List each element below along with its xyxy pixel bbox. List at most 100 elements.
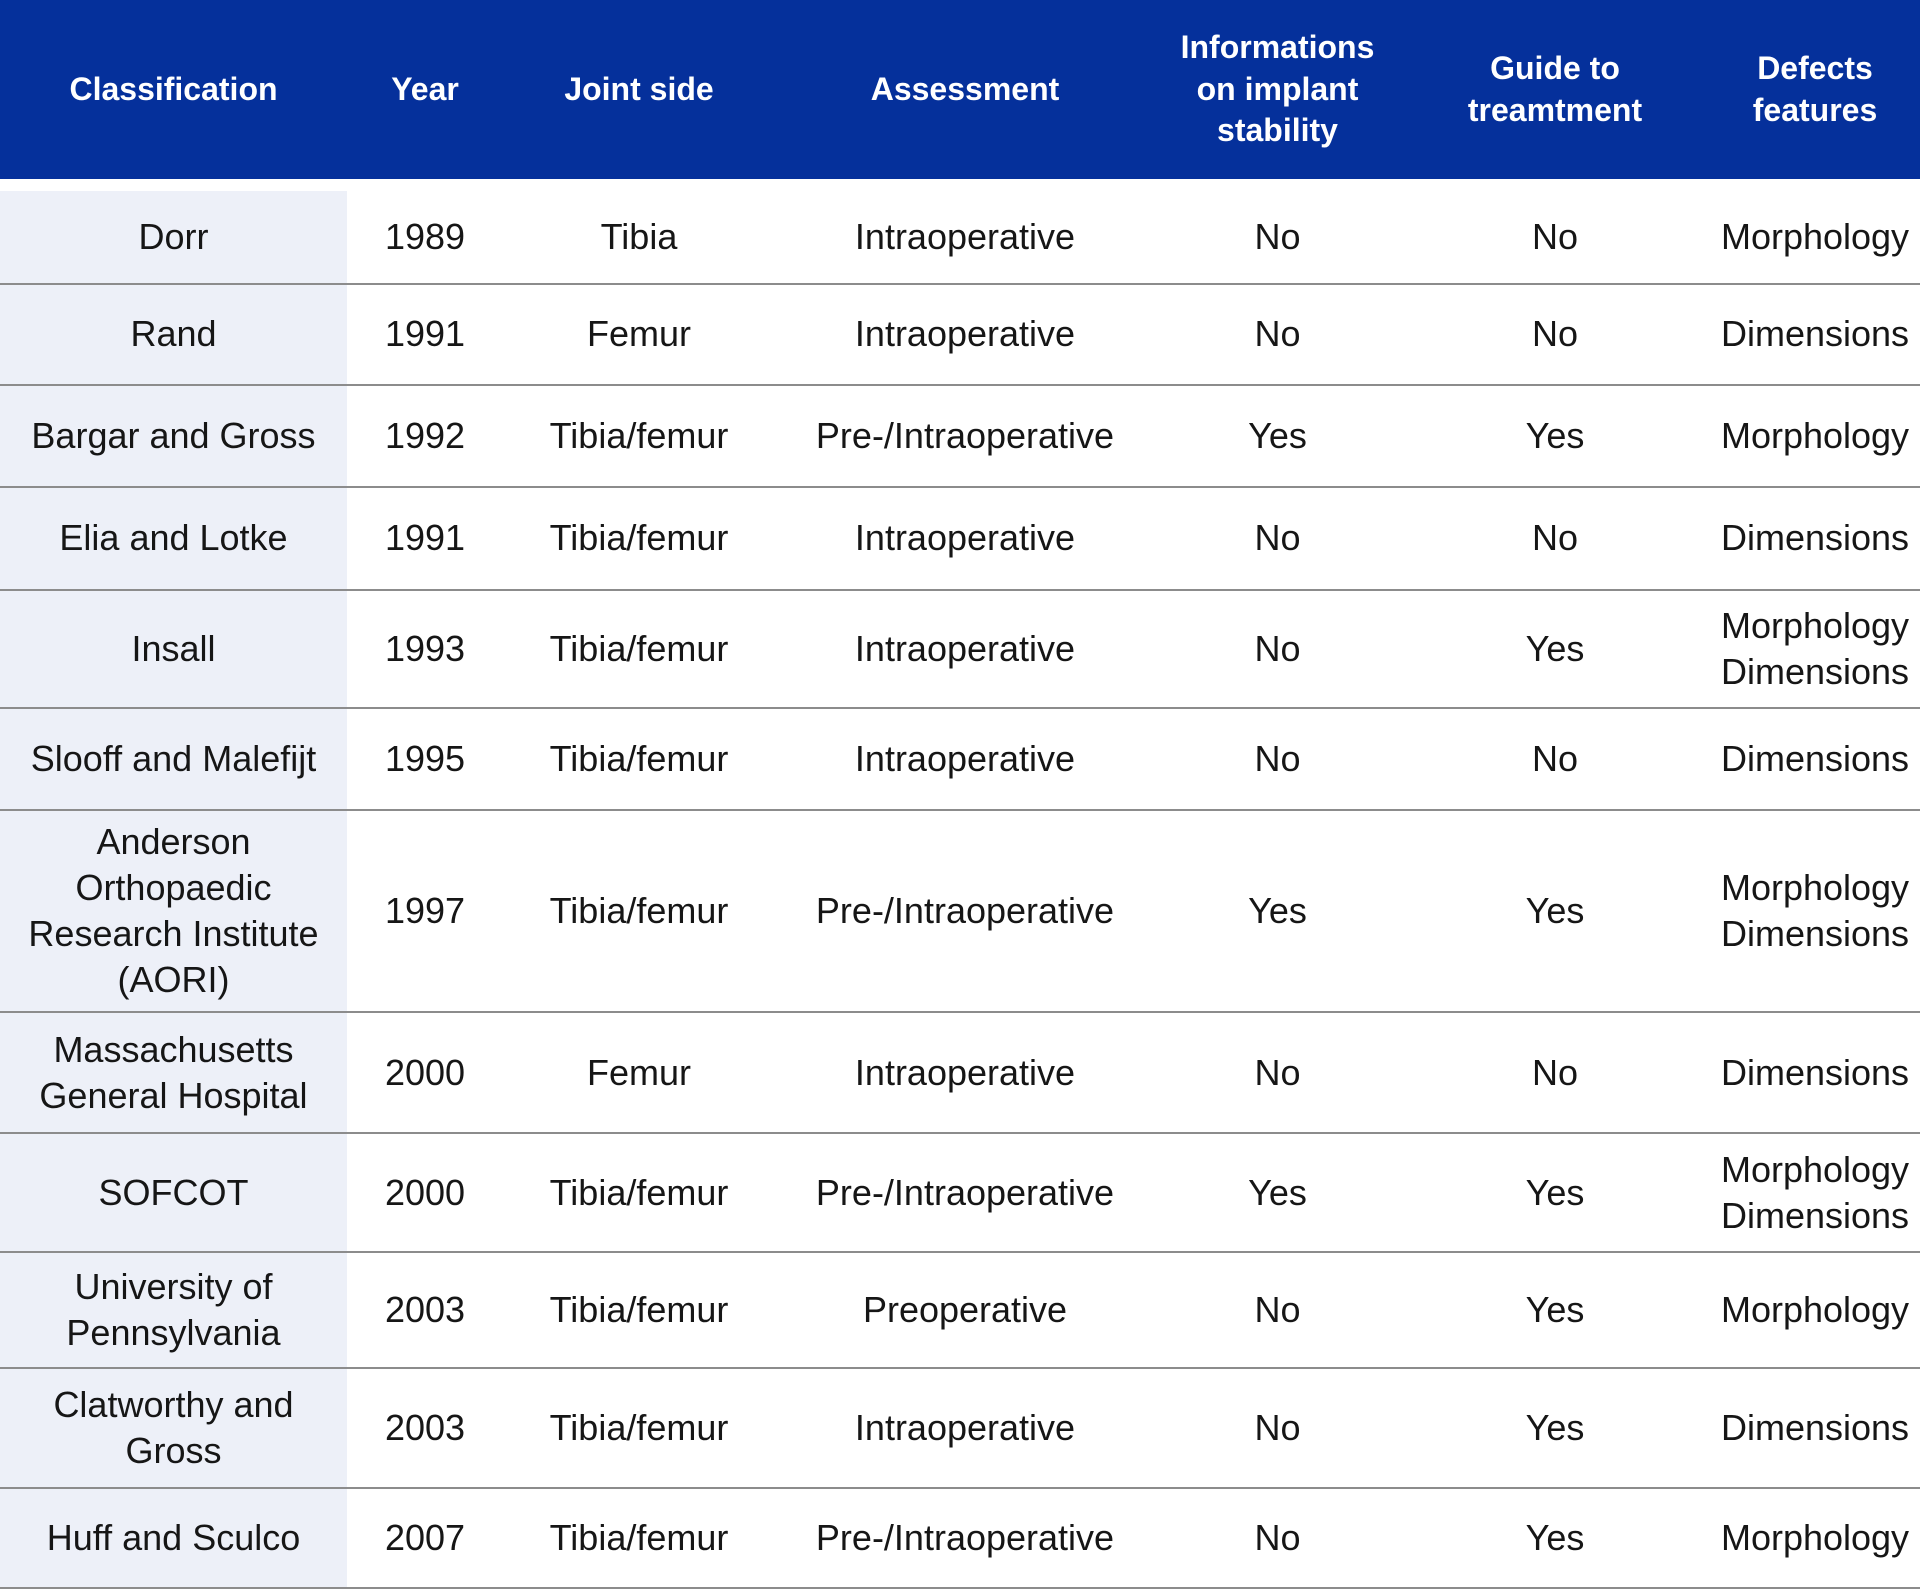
cell-joint-side: Tibia [600, 215, 678, 257]
cell-year: 2003 [384, 1289, 466, 1331]
cell-year: 1991 [384, 313, 466, 355]
table-row: SOFCOT 2000 Tibia/femur Pre-/Intraoperative… [0, 1134, 1920, 1254]
cell-defects-features: Morphology Dimensions [1720, 604, 1910, 692]
cell-assessment: Pre-/Intraoperative [815, 414, 1115, 456]
cell-implant-stability: No [1254, 737, 1301, 779]
column-header-defects-features: Defects features [1752, 49, 1878, 128]
column-header-implant-stability: Informations on implant stability [1180, 29, 1375, 149]
cell-classification: Elia and Lotke [0, 488, 347, 589]
cell-defects-features: Dimensions [1720, 737, 1910, 779]
cell-year: 1992 [384, 414, 466, 456]
cell-defects-features: Dimensions [1720, 1051, 1910, 1093]
cell-defects-features: Morphology Dimensions [1720, 867, 1910, 955]
cell-implant-stability: No [1254, 517, 1301, 559]
cell-year: 1989 [384, 215, 466, 257]
cell-classification: Slooff and Malefijt [0, 709, 347, 809]
cell-classification: Massachusetts General Hospital [0, 1013, 347, 1133]
cell-classification: Bargar and Gross [0, 386, 347, 486]
cell-year: 1993 [384, 627, 466, 669]
cell-year: 2003 [384, 1407, 466, 1449]
cell-year: 1995 [384, 737, 466, 779]
cell-assessment: Intraoperative [854, 1407, 1076, 1449]
cell-guide-to-treatment: Yes [1525, 627, 1585, 669]
cell-joint-side: Tibia/femur [549, 627, 729, 669]
table-row: University of Pennsylvania 2003 Tibia/femu… [0, 1253, 1920, 1370]
cell-joint-side: Tibia/femur [549, 737, 729, 779]
column-header-assessment: Assessment [870, 70, 1060, 107]
table-header: Classification Year Joint side Assessmen… [0, 0, 1920, 179]
cell-year: 2007 [384, 1517, 466, 1559]
cell-implant-stability: No [1254, 627, 1301, 669]
cell-joint-side: Tibia/femur [549, 414, 729, 456]
table-row: Insall 1993 Tibia/femur Intraoperative No Yes… [0, 591, 1920, 709]
cell-defects-features: Morphology [1720, 215, 1910, 257]
cell-defects-features: Morphology [1720, 1517, 1910, 1559]
cell-implant-stability: No [1254, 1289, 1301, 1331]
cell-defects-features: Morphology [1720, 1289, 1910, 1331]
cell-defects-features: Morphology [1720, 414, 1910, 456]
cell-implant-stability: No [1254, 1407, 1301, 1449]
cell-guide-to-treatment: Yes [1525, 1289, 1585, 1331]
cell-defects-features: Dimensions [1720, 517, 1910, 559]
cell-joint-side: Femur [586, 1051, 691, 1093]
cell-classification: Dorr [0, 191, 347, 283]
cell-assessment: Pre-/Intraoperative [815, 1171, 1115, 1213]
column-header-year: Year [391, 70, 459, 107]
cell-classification: University of Pennsylvania [0, 1253, 347, 1368]
cell-implant-stability: Yes [1248, 890, 1307, 932]
column-header-joint-side: Joint side [564, 70, 714, 107]
cell-classification: Huff and Sculco [0, 1489, 347, 1588]
table-row: Dorr 1989 Tibia Intraoperative No No Morpholog… [0, 191, 1920, 285]
cell-assessment: Intraoperative [854, 313, 1076, 355]
cell-assessment: Pre-/Intraoperative [815, 890, 1115, 932]
cell-guide-to-treatment: No [1531, 517, 1579, 559]
cell-assessment: Intraoperative [854, 627, 1076, 669]
cell-joint-side: Tibia/femur [549, 890, 729, 932]
column-header-guide-to-treatment: Guide to treamtment [1467, 49, 1643, 128]
table-body: Dorr 1989 Tibia Intraoperative No No Morpholog… [0, 191, 1920, 1590]
cell-guide-to-treatment: Yes [1525, 1517, 1585, 1559]
cell-year: 2000 [384, 1171, 466, 1213]
cell-implant-stability: No [1254, 313, 1301, 355]
cell-year: 2000 [384, 1051, 466, 1093]
cell-joint-side: Tibia/femur [549, 1517, 729, 1559]
table-row: Huff and Sculco 2007 Tibia/femur Pre-/Intra… [0, 1489, 1920, 1590]
cell-implant-stability: No [1254, 215, 1301, 257]
cell-assessment: Intraoperative [854, 1051, 1076, 1093]
table-row: Bargar and Gross 1992 Tibia/femur Pre-/Intr… [0, 386, 1920, 488]
cell-implant-stability: Yes [1248, 1171, 1307, 1213]
cell-year: 1997 [384, 890, 466, 932]
cell-classification: Insall [0, 591, 347, 707]
cell-assessment: Intraoperative [854, 737, 1076, 779]
cell-guide-to-treatment: No [1531, 215, 1579, 257]
table-row: Clatworthy and Gross 2003 Tibia/femur Intra… [0, 1369, 1920, 1490]
table-row: Anderson Orthopaedic Research Institute … [0, 811, 1920, 1014]
cell-guide-to-treatment: No [1531, 737, 1579, 779]
cell-joint-side: Tibia/femur [549, 1171, 729, 1213]
table-row: Massachusetts General Hospital 2000 Femur I… [0, 1013, 1920, 1135]
table-row: Rand 1991 Femur Intraoperative No No Dimension… [0, 285, 1920, 386]
cell-assessment: Pre-/Intraoperative [815, 1517, 1115, 1559]
cell-guide-to-treatment: No [1531, 1051, 1579, 1093]
cell-joint-side: Tibia/femur [549, 1289, 729, 1331]
cell-joint-side: Femur [586, 313, 691, 355]
cell-assessment: Preoperative [862, 1289, 1068, 1331]
cell-classification: Clatworthy and Gross [0, 1369, 347, 1488]
cell-defects-features: Dimensions [1720, 313, 1910, 355]
cell-joint-side: Tibia/femur [549, 517, 729, 559]
cell-guide-to-treatment: Yes [1525, 414, 1585, 456]
cell-guide-to-treatment: Yes [1525, 1407, 1585, 1449]
cell-guide-to-treatment: Yes [1525, 1171, 1585, 1213]
cell-defects-features: Morphology Dimensions [1720, 1148, 1910, 1236]
table-row: Elia and Lotke 1991 Tibia/femur Intraoperat… [0, 488, 1920, 591]
cell-guide-to-treatment: Yes [1525, 890, 1585, 932]
table-row: Slooff and Malefijt 1995 Tibia/femur Intrao… [0, 709, 1920, 811]
cell-joint-side: Tibia/femur [549, 1407, 729, 1449]
cell-implant-stability: No [1254, 1517, 1301, 1559]
cell-guide-to-treatment: No [1531, 313, 1579, 355]
cell-assessment: Intraoperative [854, 215, 1076, 257]
cell-classification: SOFCOT [0, 1134, 347, 1252]
cell-classification: Anderson Orthopaedic Research Institute … [0, 811, 347, 1012]
cell-implant-stability: No [1254, 1051, 1301, 1093]
